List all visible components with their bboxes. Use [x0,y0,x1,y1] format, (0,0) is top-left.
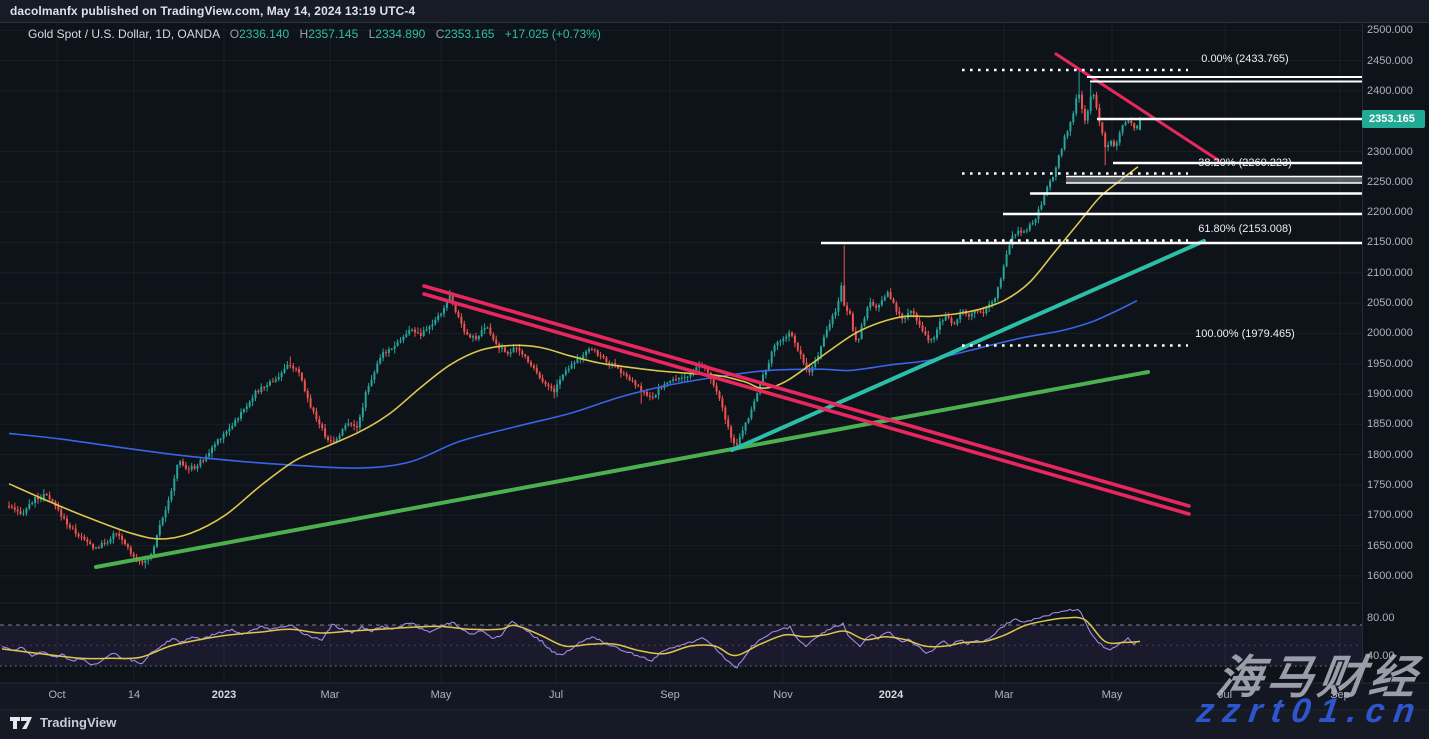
price-tick: 2450.000 [1367,54,1413,67]
time-tick: May [430,689,452,701]
time-tick: Jul [548,689,564,701]
time-tick: 2023 [211,689,237,701]
uptrend-teal [730,239,1206,452]
time-tick: Mar [994,689,1014,701]
price-tick: 1800.000 [1367,448,1413,461]
open-label: O [229,27,240,41]
support-green [94,370,1150,569]
low-label: L [368,27,376,41]
ohlc-legend[interactable]: Gold Spot / U.S. Dollar, 1D, OANDA O2336… [28,27,601,41]
price-tick: 2150.000 [1367,236,1413,249]
fib-label-0: 0.00% (2433.765) [1201,53,1289,65]
close-value: 2353.165 [444,27,495,41]
time-tick: 2024 [878,689,904,701]
low-value: 2334.890 [375,27,426,41]
price-tick: 1600.000 [1367,569,1413,582]
published-info: dacolmanfx published on TradingView.com,… [10,4,416,18]
time-tick: Mar [320,689,340,701]
high-label: H [299,27,309,41]
tradingview-logo-icon [10,717,32,729]
fib-label-100: 100.00% (1979.465) [1195,328,1295,340]
price-tick: 2050.000 [1367,297,1413,310]
high-value: 2357.145 [308,27,359,41]
downtrend-pink [1054,52,1220,162]
published-header-bar: dacolmanfx published on TradingView.com,… [0,0,1429,23]
time-tick: Jul [1217,689,1233,701]
price-tick: 1700.000 [1367,509,1413,522]
channel-pink-lower [422,292,1191,516]
price-tick: 2200.000 [1367,206,1413,219]
price-tick: 2300.000 [1367,145,1413,158]
price-tick: 1650.000 [1367,539,1413,552]
time-tick: 14 [127,689,141,701]
price-tick: 1900.000 [1367,388,1413,401]
close-label: C [435,27,445,41]
time-tick: Oct [48,689,66,701]
price-tick: 2250.000 [1367,175,1413,188]
price-tick: 2400.000 [1367,84,1413,97]
time-tick: Nov [773,689,793,701]
channel-pink-upper [422,284,1191,508]
indicator-tick: 80.00 [1367,612,1395,624]
price-tick: 1750.000 [1367,478,1413,491]
price-tick: 1850.000 [1367,418,1413,431]
price-tick: 2500.000 [1367,24,1413,37]
fib-label-618: 61.80% (2153.008) [1198,223,1292,235]
tradingview-footer[interactable]: TradingView [10,714,116,730]
time-tick: Sep [660,689,680,701]
time-tick: May [1101,689,1123,701]
tradingview-brand: TradingView [40,714,117,730]
fib-label-382: 38.20% (2260.223) [1198,157,1292,169]
change-value: +17.025 (+0.73%) [504,27,601,41]
symbol-title[interactable]: Gold Spot / U.S. Dollar, 1D, OANDA [28,27,220,41]
watermark-url: zzrt01.cn [1193,692,1426,730]
price-tick: 2000.000 [1367,327,1413,340]
last-price-badge: 2353.165 [1362,110,1425,128]
price-tick: 1950.000 [1367,357,1413,370]
price-tick: 2100.000 [1367,266,1413,279]
open-value: 2336.140 [239,27,290,41]
time-tick: Sep [1330,689,1350,701]
indicator-tick: 40.00 [1367,649,1395,662]
